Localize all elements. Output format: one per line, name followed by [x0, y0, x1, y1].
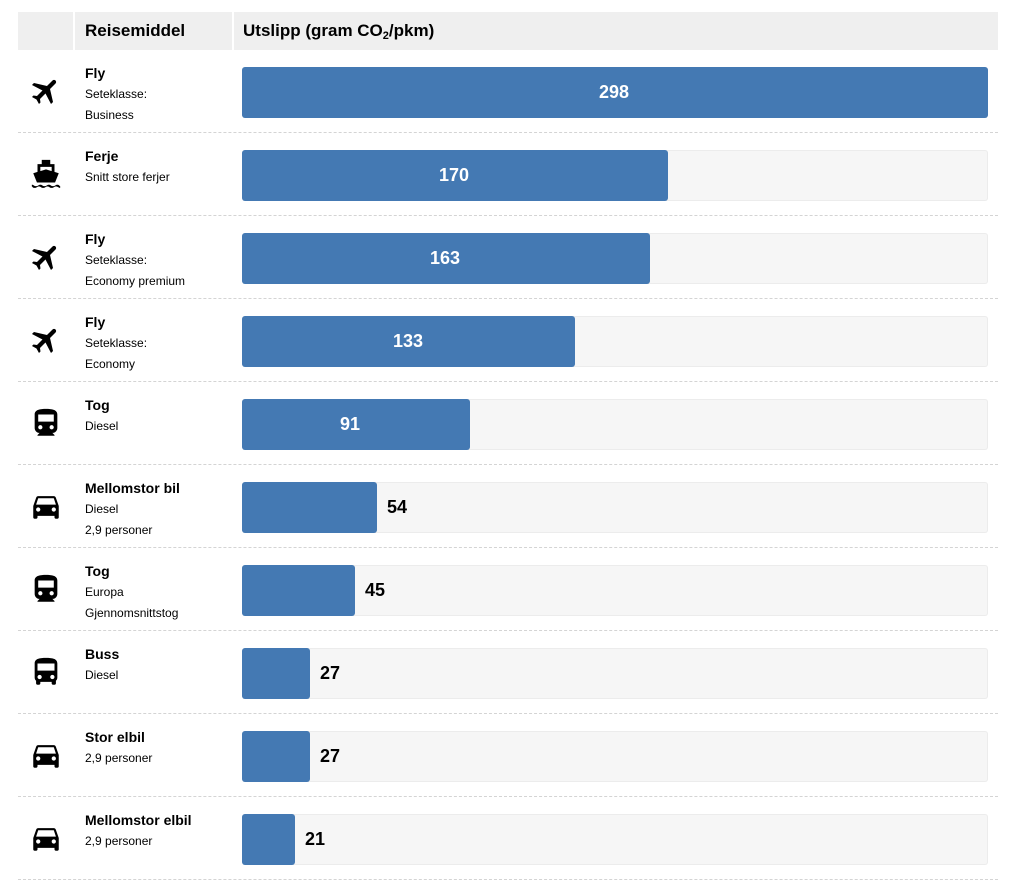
bar-track: 298: [242, 67, 988, 118]
category-detail: Diesel: [85, 668, 119, 682]
bar: [242, 814, 295, 865]
category-detail: 2,9 personer: [85, 834, 153, 848]
data-label: 163: [430, 248, 461, 268]
category-detail: Gjennomsnittstog: [85, 606, 179, 620]
bar-track: 170: [242, 150, 988, 201]
chart-row: Fly Seteklasse: Business 298: [18, 50, 998, 133]
category-label: Fly Seteklasse: Economy premium: [85, 229, 185, 292]
category-detail: Seteklasse:: [85, 87, 148, 101]
mode-column-header: Reisemiddel: [85, 21, 186, 40]
category-label: Fly Seteklasse: Business: [85, 63, 147, 126]
train-icon: [28, 406, 64, 440]
category-name: Fly: [85, 65, 106, 81]
plane-icon: [28, 74, 64, 108]
chart-rows: Fly Seteklasse: Business 298 Ferje Snitt stor…: [18, 50, 998, 880]
bar: [242, 565, 355, 616]
bar: [242, 316, 575, 367]
chart-row: Ferje Snitt store ferjer 170: [18, 133, 998, 216]
category-label: Mellomstor elbil 2,9 personer: [85, 810, 192, 852]
bar-track: 27: [242, 731, 988, 782]
category-name: Fly: [85, 314, 106, 330]
category-detail: 2,9 personer: [85, 751, 153, 765]
category-detail: 2,9 personer: [85, 523, 153, 537]
category-label: Mellomstor bil Diesel 2,9 personer: [85, 478, 180, 541]
emission-header-unit: /pkm): [388, 21, 435, 40]
bar-track: 54: [242, 482, 988, 533]
data-label: 27: [320, 663, 341, 683]
category-detail: Diesel: [85, 502, 119, 516]
car-icon: [28, 738, 64, 772]
chart-row: Fly Seteklasse: Economy 133: [18, 299, 998, 382]
table-header: Reisemiddel Utslipp (gram CO2/pkm): [18, 12, 998, 50]
chart-row: Tog Europa Gjennomsnittstog 45: [18, 548, 998, 631]
category-label: Stor elbil 2,9 personer: [85, 727, 152, 769]
category-detail: Seteklasse:: [85, 336, 148, 350]
category-detail: Diesel: [85, 419, 119, 433]
category-label: Fly Seteklasse: Economy: [85, 312, 147, 375]
bar-track: 45: [242, 565, 988, 616]
category-name: Mellomstor bil: [85, 480, 180, 496]
bar: [242, 731, 310, 782]
data-label: 54: [387, 497, 408, 517]
plane-icon: [28, 323, 64, 357]
chart-row: Fly Seteklasse: Economy premium 163: [18, 216, 998, 299]
category-label: Ferje Snitt store ferjer: [85, 146, 170, 188]
bar-track: 91: [242, 399, 988, 450]
chart-row: Tog Diesel 91: [18, 382, 998, 465]
bar-track: 27: [242, 648, 988, 699]
data-label: 133: [393, 331, 424, 351]
icon-column-header: [18, 12, 75, 50]
header-separator: [232, 12, 234, 50]
bar-track: 163: [242, 233, 988, 284]
category-name: Ferje: [85, 148, 119, 164]
ferry-icon: [28, 157, 64, 191]
emission-column-header: Utslipp (gram CO2/pkm): [243, 21, 434, 42]
car-icon: [28, 489, 64, 523]
data-label: 170: [439, 165, 470, 185]
category-name: Tog: [85, 397, 110, 413]
data-label: 21: [305, 829, 326, 849]
plane-icon: [28, 240, 64, 274]
data-label: 27: [320, 746, 341, 766]
bar: [242, 67, 988, 118]
bar: [242, 150, 668, 201]
category-detail: Business: [85, 108, 134, 122]
data-label: 91: [340, 414, 361, 434]
bus-icon: [28, 655, 64, 689]
category-detail: Seteklasse:: [85, 253, 148, 267]
category-label: Buss Diesel: [85, 644, 119, 686]
bar: [242, 482, 377, 533]
train-icon: [28, 572, 64, 606]
chart-row: Buss Diesel 27: [18, 631, 998, 714]
emission-header-text: Utslipp (gram CO: [243, 21, 383, 40]
category-detail: Europa: [85, 585, 124, 599]
category-name: Fly: [85, 231, 106, 247]
category-detail: Economy premium: [85, 274, 186, 288]
category-detail: Economy: [85, 357, 136, 371]
category-label: Tog Europa Gjennomsnittstog: [85, 561, 178, 624]
category-name: Mellomstor elbil: [85, 812, 192, 828]
chart-row: Mellomstor bil Diesel 2,9 personer 54: [18, 465, 998, 548]
category-name: Stor elbil: [85, 729, 145, 745]
bar: [242, 233, 650, 284]
data-label: 298: [599, 82, 630, 102]
category-name: Tog: [85, 563, 110, 579]
category-name: Buss: [85, 646, 120, 662]
bar: [242, 648, 310, 699]
emissions-table: Reisemiddel Utslipp (gram CO2/pkm) Fly Se…: [18, 12, 998, 880]
chart-row: Stor elbil 2,9 personer 27: [18, 714, 998, 797]
bar: [242, 399, 470, 450]
emission-header-subscript: 2: [382, 30, 389, 42]
chart-row: Mellomstor elbil 2,9 personer 21: [18, 797, 998, 880]
category-label: Tog Diesel: [85, 395, 118, 437]
car-icon: [28, 821, 64, 855]
category-detail: Snitt store ferjer: [85, 170, 170, 184]
data-label: 45: [365, 580, 386, 600]
bar-track: 21: [242, 814, 988, 865]
bar-track: 133: [242, 316, 988, 367]
